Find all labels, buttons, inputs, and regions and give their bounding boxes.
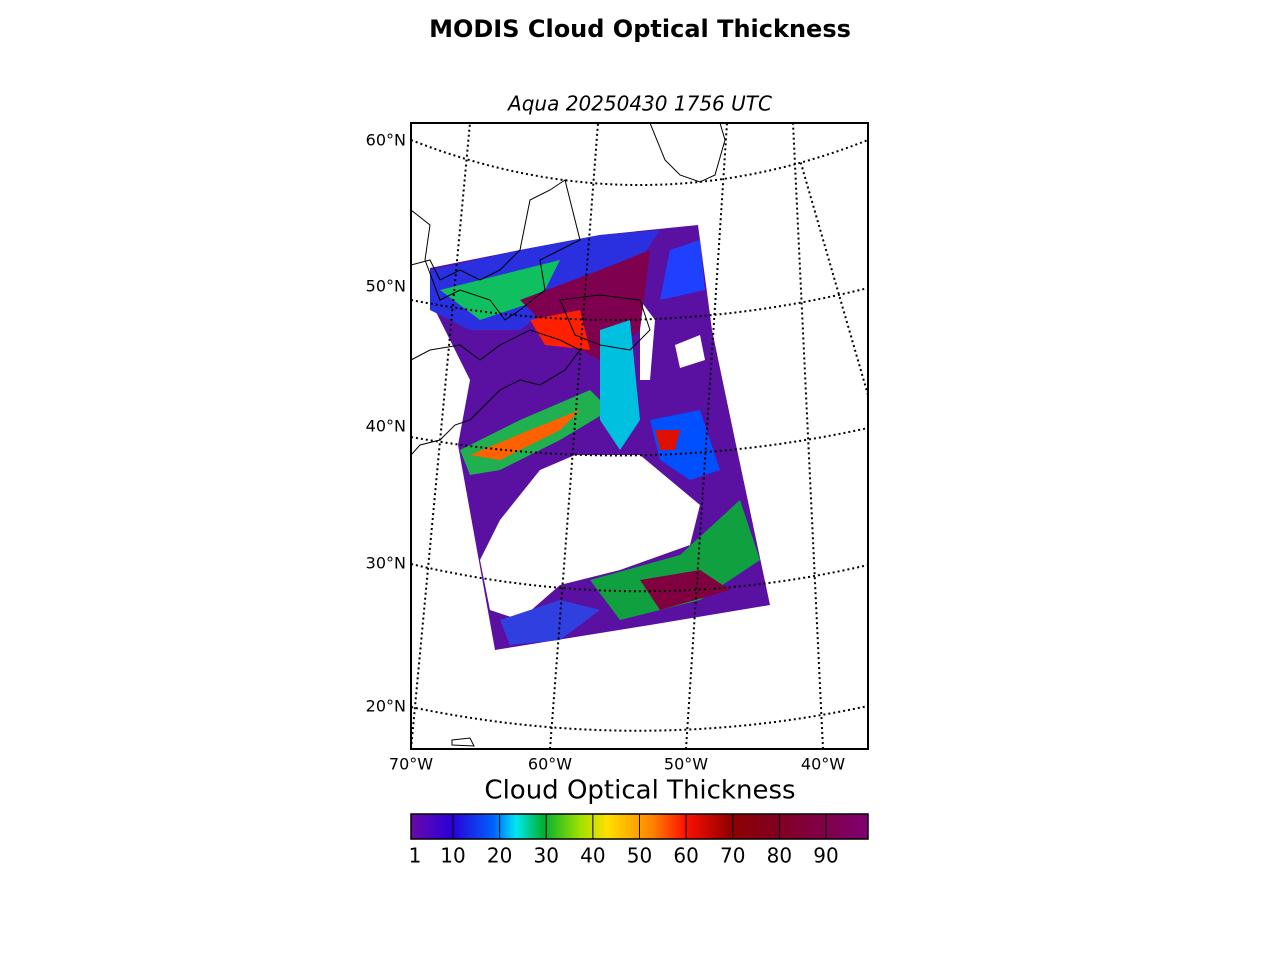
lon-labels: 70°W 60°W 50°W 40°W: [389, 755, 845, 774]
colorbar-tick-label: 10: [440, 844, 465, 868]
lat-label: 40°N: [366, 417, 406, 436]
lon-label: 70°W: [389, 755, 433, 774]
lat-label: 60°N: [366, 131, 406, 150]
colorbar-tick-label: 40: [580, 844, 605, 868]
subtitle: Aqua 20250430 1756 UTC: [506, 92, 772, 116]
cloud-swath: [430, 225, 770, 650]
colorbar-ticks: 1 10 20 30 40 50 60 70 80 90: [409, 814, 839, 868]
colorbar-tick-label: 20: [487, 844, 512, 868]
colorbar-tick-label: 70: [720, 844, 745, 868]
lon-label: 50°W: [664, 755, 708, 774]
lon-label: 40°W: [801, 755, 845, 774]
colorbar-tick-label: 1: [409, 844, 422, 868]
colorbar-tick-label: 30: [534, 844, 559, 868]
lon-label: 60°W: [528, 755, 572, 774]
lat-label: 30°N: [366, 554, 406, 573]
colorbar-tick-label: 80: [767, 844, 792, 868]
colorbar-tick-label: 50: [627, 844, 652, 868]
lat-label: 20°N: [366, 697, 406, 716]
lat-labels: 60°N 50°N 40°N 30°N 20°N: [366, 131, 406, 716]
title: MODIS Cloud Optical Thickness: [429, 15, 851, 43]
map-frame: [410, 122, 869, 750]
colorbar-tick-label: 90: [813, 844, 838, 868]
colorbar-label: Cloud Optical Thickness: [484, 776, 795, 806]
lat-label: 50°N: [366, 277, 406, 296]
map-area: [411, 123, 868, 749]
colorbar-tick-label: 60: [673, 844, 698, 868]
